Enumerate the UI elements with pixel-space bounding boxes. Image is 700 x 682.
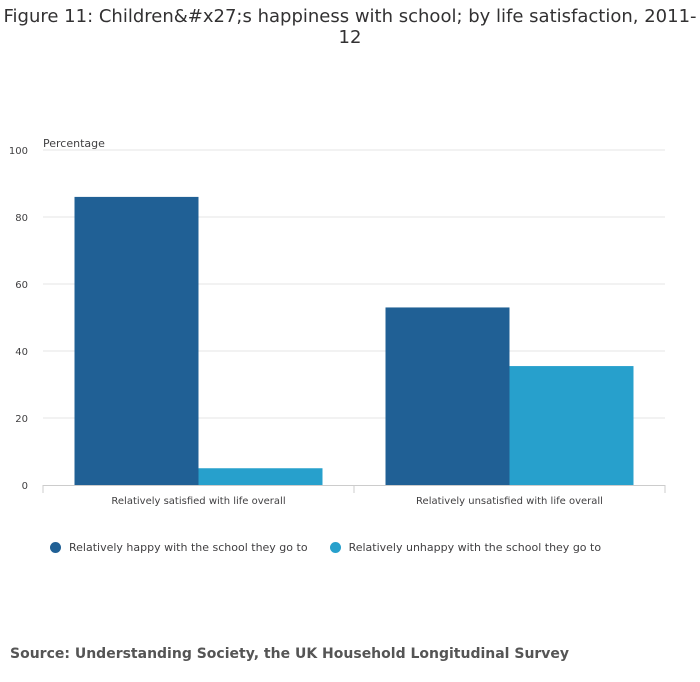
legend-label: Relatively happy with the school they go… bbox=[69, 541, 308, 554]
y-tick-label: 0 bbox=[22, 481, 28, 492]
chart-title: Figure 11: Children&#x27;s happiness wit… bbox=[3, 6, 697, 48]
legend-swatch bbox=[50, 542, 61, 553]
y-tick-label: 80 bbox=[15, 213, 28, 224]
legend: Relatively happy with the school they go… bbox=[50, 541, 623, 554]
legend-item[interactable]: Relatively happy with the school they go… bbox=[50, 541, 308, 554]
legend-swatch bbox=[329, 542, 341, 553]
legend-item[interactable]: Relatively unhappy with the school they … bbox=[329, 541, 602, 554]
x-tick-label: Relatively satisfied with life overall bbox=[111, 496, 285, 507]
bar[interactable] bbox=[74, 196, 199, 485]
bar[interactable] bbox=[198, 468, 323, 485]
bar[interactable] bbox=[509, 366, 634, 485]
x-tick-label: Relatively unsatisfied with life overall bbox=[416, 496, 603, 507]
y-tick-label: 60 bbox=[15, 280, 28, 291]
y-axis-label: Percentage bbox=[43, 137, 105, 150]
y-tick-label: 40 bbox=[15, 347, 28, 358]
legend-label: Relatively unhappy with the school they … bbox=[348, 541, 602, 554]
bar[interactable] bbox=[385, 307, 510, 485]
y-tick-label: 20 bbox=[15, 414, 28, 425]
source-note: Source: Understanding Society, the UK Ho… bbox=[10, 646, 570, 662]
y-tick-label: 100 bbox=[9, 146, 28, 157]
